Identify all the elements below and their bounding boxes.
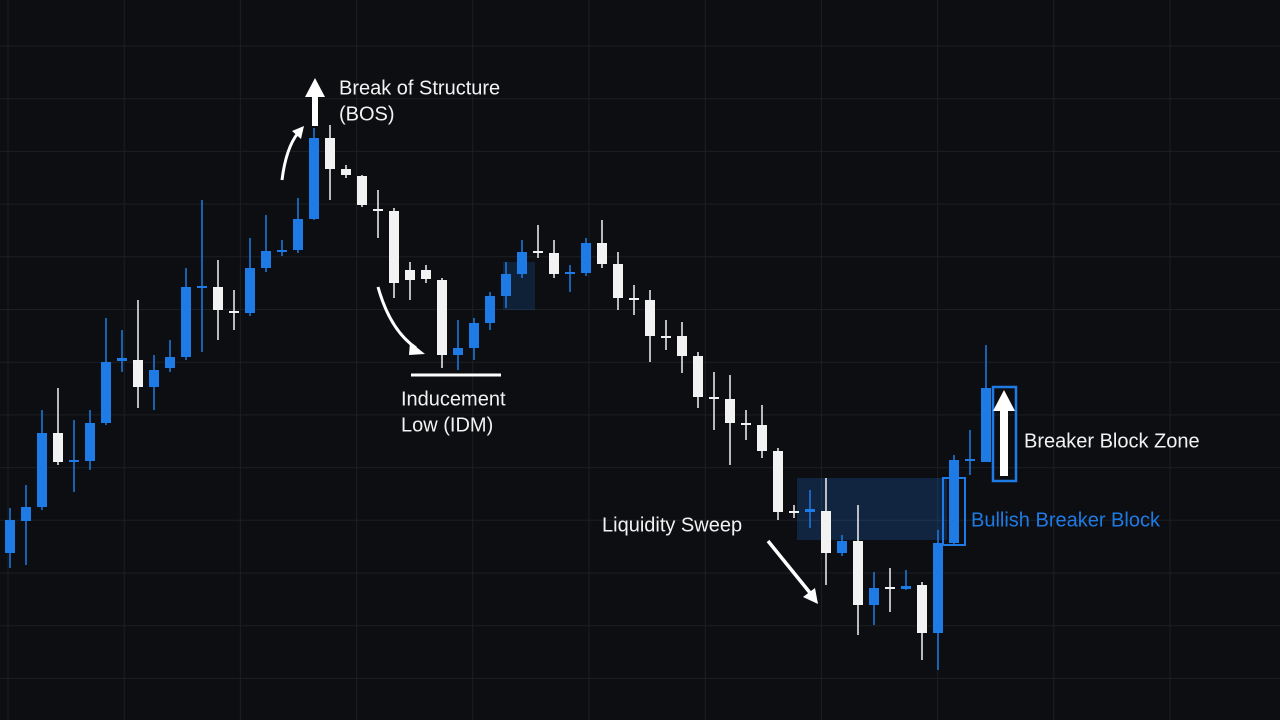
candle-body xyxy=(309,138,319,219)
sweep-arrow xyxy=(766,539,813,596)
candle-body xyxy=(853,541,863,605)
candle-body xyxy=(597,243,607,264)
candle-body xyxy=(261,251,271,268)
candle-body xyxy=(229,311,239,313)
candle-body xyxy=(933,543,943,633)
curve-arrow xyxy=(280,132,300,181)
candle-body xyxy=(341,169,351,175)
candle-body xyxy=(533,251,543,253)
candle-body xyxy=(501,274,511,296)
candle-body xyxy=(565,272,575,274)
annotation: Breaker Block Zone xyxy=(1024,430,1200,452)
candle-body xyxy=(133,360,143,387)
candle-body xyxy=(549,253,559,274)
candle-body xyxy=(757,425,767,451)
candle-body xyxy=(245,268,255,313)
bos-arrow-head xyxy=(305,78,325,97)
candle-body xyxy=(69,460,79,462)
arrows xyxy=(280,78,1015,604)
candle-body xyxy=(213,287,223,310)
candle-body xyxy=(405,270,415,280)
candle-body xyxy=(805,509,815,512)
candle-body xyxy=(357,176,367,205)
breaker-arrow-head xyxy=(993,390,1015,411)
candle-body xyxy=(645,300,655,336)
annotation: Liquidity Sweep xyxy=(602,514,742,536)
candle-body xyxy=(373,209,383,211)
candle-body xyxy=(789,511,799,513)
candle-body xyxy=(181,287,191,357)
candle-body xyxy=(85,423,95,461)
annotation: Inducement xyxy=(401,388,506,410)
candle-body xyxy=(629,298,639,300)
breaker-zone xyxy=(797,478,947,540)
candle-body xyxy=(693,356,703,397)
candle-body xyxy=(773,451,783,512)
candle-body xyxy=(165,357,175,368)
breaker-box xyxy=(942,477,966,546)
candle-body xyxy=(869,588,879,605)
candle-body xyxy=(725,399,735,423)
candles xyxy=(5,125,991,670)
candle-body xyxy=(197,286,207,288)
annotation: Break of Structure xyxy=(339,77,500,99)
candle-body xyxy=(5,520,15,553)
curve-arrow-head xyxy=(292,126,304,139)
candle-body xyxy=(149,370,159,387)
candle-body xyxy=(709,397,719,399)
candle-body xyxy=(389,211,399,283)
candle-body xyxy=(53,433,63,462)
candle-body xyxy=(677,336,687,356)
candle-body xyxy=(453,348,463,355)
candle-body xyxy=(613,264,623,298)
candle-body xyxy=(837,541,847,553)
candle-body xyxy=(485,296,495,323)
candle-body xyxy=(117,358,127,361)
candle-body xyxy=(917,585,927,633)
breaker-zone-box xyxy=(991,385,1018,483)
idm-arrow-head xyxy=(409,342,425,355)
annotation: Bullish Breaker Block xyxy=(971,509,1161,531)
candle-body xyxy=(37,433,47,507)
candle-body xyxy=(21,507,31,521)
candle-body xyxy=(437,280,447,355)
candle-body xyxy=(517,252,527,274)
candle-body xyxy=(421,270,431,279)
annotation: (BOS) xyxy=(339,103,395,125)
candle-body xyxy=(581,243,591,273)
candle-body xyxy=(821,511,831,553)
candle-body xyxy=(293,219,303,250)
candle-body xyxy=(885,587,895,589)
candle-body xyxy=(981,388,991,462)
candle-body xyxy=(325,138,335,169)
candle-body xyxy=(741,423,751,425)
sweep-arrow-head xyxy=(803,588,818,604)
candle-body xyxy=(101,362,111,423)
annotation: Low (IDM) xyxy=(401,414,493,436)
candle-body xyxy=(965,459,975,461)
candle-body xyxy=(469,323,479,348)
candle-body xyxy=(901,586,911,589)
candle-body xyxy=(661,336,671,338)
candle-body xyxy=(949,460,959,543)
candle-body xyxy=(277,250,287,252)
